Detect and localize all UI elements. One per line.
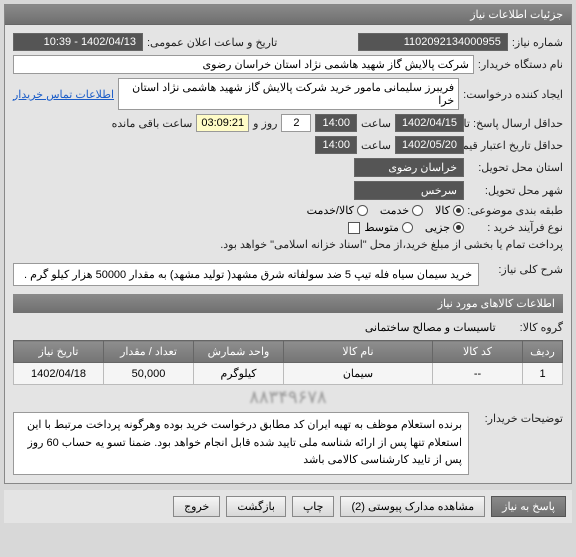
remain-value: 03:09:21 bbox=[196, 114, 249, 132]
rooz-va-label: روز و bbox=[253, 117, 277, 130]
validity-time: 14:00 bbox=[315, 136, 357, 154]
radio-dot-icon bbox=[412, 205, 423, 216]
row-group: گروه کالا: تاسیسات و مصالح ساختمانی bbox=[13, 319, 563, 336]
remain-label: ساعت باقی مانده bbox=[112, 117, 193, 130]
process-radio-group: جزیی متوسط bbox=[364, 221, 464, 234]
row-need-no: شماره نیاز: 1102092134000955 تاریخ و ساع… bbox=[13, 31, 563, 53]
radio-medium[interactable]: متوسط bbox=[364, 221, 413, 234]
table-row[interactable]: 1 -- سیمان کیلوگرم 50,000 1402/04/18 bbox=[14, 363, 563, 385]
desc-label: شرح کلی نیاز: bbox=[483, 263, 563, 276]
city-value: سرخس bbox=[354, 181, 464, 200]
row-desc: شرح کلی نیاز: خرید سیمان سیاه فله تیپ 5 … bbox=[13, 261, 563, 288]
contact-link[interactable]: اطلاعات تماس خریدار bbox=[13, 88, 114, 101]
province-label: استان محل تحویل: bbox=[468, 161, 563, 174]
treasury-note: پرداخت تمام یا بخشی از مبلغ خرید،از محل … bbox=[220, 238, 563, 251]
radio-kalakhdmat[interactable]: کالا/خدمت bbox=[307, 204, 368, 217]
respond-button[interactable]: پاسخ به نیاز bbox=[491, 496, 566, 517]
bottom-bar: پاسخ به نیاز مشاهده مدارک پیوستی (2) چاپ… bbox=[4, 490, 572, 523]
requester-label: ایجاد کننده درخواست: bbox=[463, 88, 563, 101]
cell-unit: کیلوگرم bbox=[194, 363, 284, 385]
treasury-checkbox[interactable] bbox=[348, 222, 360, 234]
deadline-label: حداقل ارسال پاسخ: تا تاریخ: bbox=[468, 117, 563, 130]
blur-value: ۸۸۳۴۹۶۷۸ bbox=[249, 387, 326, 407]
need-no-value: 1102092134000955 bbox=[358, 33, 508, 51]
attachments-button[interactable]: مشاهده مدارک پیوستی (2) bbox=[340, 496, 485, 517]
th-unit: واحد شمارش bbox=[194, 341, 284, 363]
group-label: گروه کالا: bbox=[520, 321, 563, 334]
cell-date: 1402/04/18 bbox=[14, 363, 104, 385]
cell-name: سیمان bbox=[284, 363, 433, 385]
radio-dot-icon bbox=[453, 205, 464, 216]
radio-kalakhdmat-label: کالا/خدمت bbox=[307, 204, 354, 217]
th-date: تاریخ نیاز bbox=[14, 341, 104, 363]
th-name: نام کالا bbox=[284, 341, 433, 363]
validity-date: 1402/05/20 bbox=[395, 136, 464, 154]
row-requester: ایجاد کننده درخواست: فریبرز سلیمانی مامو… bbox=[13, 76, 563, 112]
radio-dot-icon bbox=[357, 205, 368, 216]
validity-label: حداقل تاریخ اعتبار قیمت: تا تاریخ: bbox=[468, 139, 563, 152]
back-button[interactable]: بازگشت bbox=[226, 496, 286, 517]
radio-kala-label: کالا bbox=[435, 204, 450, 217]
row-province: استان محل تحویل: خراسان رضوی bbox=[13, 156, 563, 179]
row-buy-process: نوع فرآیند خرید : جزیی متوسط پرداخت تمام… bbox=[13, 219, 563, 253]
desc-value: خرید سیمان سیاه فله تیپ 5 ضد سولفاته شرق… bbox=[13, 263, 479, 286]
buy-process-label: نوع فرآیند خرید : bbox=[468, 221, 563, 234]
th-row: ردیف bbox=[523, 341, 563, 363]
row-explain: توضیحات خریدار: برنده استعلام موظف به ته… bbox=[13, 410, 563, 477]
deadline-time: 14:00 bbox=[315, 114, 357, 132]
row-deadline: حداقل ارسال پاسخ: تا تاریخ: 1402/04/15 س… bbox=[13, 112, 563, 134]
radio-partial-label: جزیی bbox=[425, 221, 450, 234]
radio-medium-label: متوسط bbox=[364, 221, 399, 234]
buyer-org-label: نام دستگاه خریدار: bbox=[478, 58, 563, 71]
sub-header: اطلاعات کالاهای مورد نیاز bbox=[13, 294, 563, 313]
cell-qty: 50,000 bbox=[104, 363, 194, 385]
cell-code: -- bbox=[433, 363, 523, 385]
th-qty: تعداد / مقدار bbox=[104, 341, 194, 363]
city-label: شهر محل تحویل: bbox=[468, 184, 563, 197]
need-details-panel: جزئیات اطلاعات نیاز شماره نیاز: 11020921… bbox=[4, 4, 572, 484]
saat-label-1: ساعت bbox=[361, 117, 391, 130]
group-value: تاسیسات و مصالح ساختمانی bbox=[365, 321, 496, 334]
print-button[interactable]: چاپ bbox=[292, 496, 335, 517]
public-date-label: تاریخ و ساعت اعلان عمومی: bbox=[147, 36, 277, 49]
buyer-org-value: شرکت پالایش گاز شهید هاشمی نژاد استان خر… bbox=[13, 55, 474, 74]
radio-khadmat[interactable]: خدمت bbox=[380, 204, 423, 217]
panel-body: شماره نیاز: 1102092134000955 تاریخ و ساع… bbox=[5, 25, 571, 483]
days-value: 2 bbox=[281, 114, 311, 132]
deadline-date: 1402/04/15 bbox=[395, 114, 464, 132]
radio-dot-icon bbox=[402, 222, 413, 233]
category-radio-group: کالا خدمت کالا/خدمت bbox=[307, 204, 464, 217]
explain-value: برنده استعلام موظف به تهیه ایران کد مطاب… bbox=[13, 412, 469, 475]
panel-title: جزئیات اطلاعات نیاز bbox=[5, 5, 571, 25]
explain-label: توضیحات خریدار: bbox=[473, 412, 563, 425]
row-category: طبقه بندی موضوعی: کالا خدمت کالا/خدمت bbox=[13, 202, 563, 219]
need-no-label: شماره نیاز: bbox=[512, 36, 563, 49]
row-city: شهر محل تحویل: سرخس bbox=[13, 179, 563, 202]
requester-value: فریبرز سلیمانی مامور خرید شرکت پالایش گا… bbox=[118, 78, 459, 110]
radio-partial[interactable]: جزیی bbox=[425, 221, 464, 234]
blurred-number: ۸۸۳۴۹۶۷۸ bbox=[13, 385, 563, 410]
table-header-row: ردیف کد کالا نام کالا واحد شمارش تعداد /… bbox=[14, 341, 563, 363]
row-buyer-org: نام دستگاه خریدار: شرکت پالایش گاز شهید … bbox=[13, 53, 563, 76]
radio-khadmat-label: خدمت bbox=[380, 204, 409, 217]
saat-label-2: ساعت bbox=[361, 139, 391, 152]
public-date-value: 1402/04/13 - 10:39 bbox=[13, 33, 143, 51]
category-label: طبقه بندی موضوعی: bbox=[468, 204, 563, 217]
row-validity: حداقل تاریخ اعتبار قیمت: تا تاریخ: 1402/… bbox=[13, 134, 563, 156]
th-code: کد کالا bbox=[433, 341, 523, 363]
radio-dot-icon bbox=[453, 222, 464, 233]
province-value: خراسان رضوی bbox=[354, 158, 464, 177]
radio-kala[interactable]: کالا bbox=[435, 204, 464, 217]
cell-row: 1 bbox=[523, 363, 563, 385]
items-table: ردیف کد کالا نام کالا واحد شمارش تعداد /… bbox=[13, 340, 563, 385]
exit-button[interactable]: خروج bbox=[173, 496, 220, 517]
